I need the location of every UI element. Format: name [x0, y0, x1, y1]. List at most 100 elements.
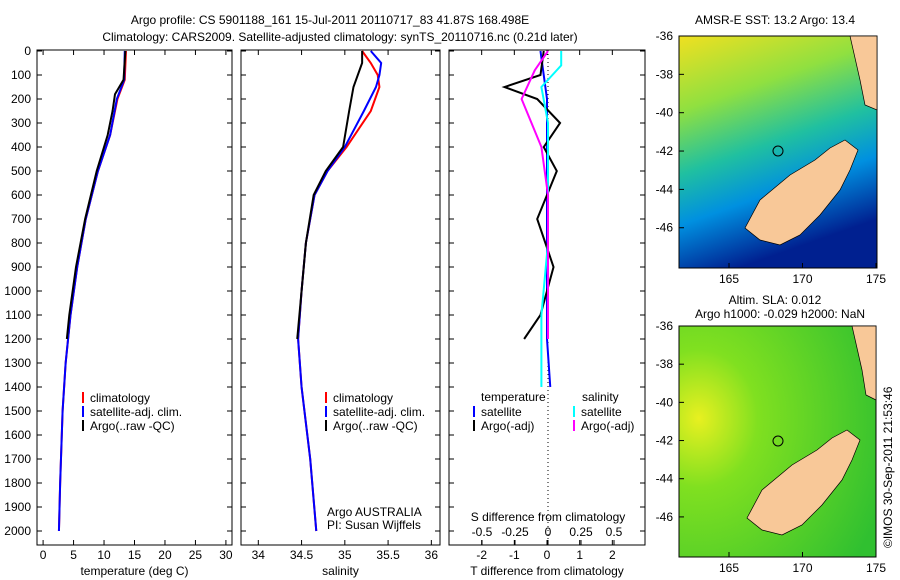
y-tick-label: 1200 — [4, 332, 31, 346]
x-tick-label: 30 — [219, 548, 233, 562]
x-tick-label: 10 — [97, 548, 111, 562]
map-x-tick-label: 175 — [866, 272, 886, 286]
map2-title1: Altim. SLA: 0.012 — [729, 293, 822, 307]
series-line-2 — [65, 50, 127, 340]
legend-swatch — [473, 406, 475, 417]
annotation: PI: Susan Wijffels — [327, 518, 421, 532]
map-y-tick-label: -38 — [656, 357, 674, 371]
legend-swatch — [325, 406, 327, 417]
y-tick-label: 1300 — [4, 356, 31, 370]
y-tick-label: 2000 — [4, 524, 31, 538]
series-line-3 — [520, 50, 549, 339]
y-tick-label: 1600 — [4, 428, 31, 442]
y-tick-label: 1100 — [5, 308, 31, 322]
y-tick-label: 600 — [11, 188, 31, 202]
map-x-tick-label: 170 — [792, 272, 812, 286]
y-tick-label: 700 — [11, 212, 31, 226]
y-tick-label: 0 — [24, 44, 31, 58]
argo-location-marker — [772, 145, 784, 157]
legend-swatch — [82, 392, 84, 403]
y-tick-label: 500 — [11, 164, 31, 178]
x-axis-label: T difference from climatology — [470, 564, 624, 578]
x2-tick-label: 0 — [545, 525, 552, 539]
legend-entry: Argo(..raw -QC) — [333, 419, 418, 433]
map1-title: AMSR-E SST: 13.2 Argo: 13.4 — [695, 13, 855, 27]
legend-entry: satellite — [481, 405, 522, 419]
legend-swatch — [573, 420, 575, 431]
x-axis-label: salinity — [322, 564, 359, 578]
difference-panel: -2 -1 0 1 2 T difference from climatology -0.5… — [448, 49, 646, 578]
x-tick-label: 15 — [128, 548, 142, 562]
map-y-tick-label: -46 — [656, 221, 674, 235]
map-x-tick-label: 175 — [866, 561, 886, 575]
argo-location-marker — [772, 435, 784, 447]
imos-credit: ©IMOS 30-Sep-2011 21:53:46 — [881, 386, 895, 548]
map-y-tick-label: -46 — [656, 510, 674, 524]
map1-axes: -36 -38 -40 -42 -44 -46 165 170 175 — [656, 29, 887, 286]
legend-entry: climatology — [90, 391, 150, 405]
map-y-tick-label: -36 — [656, 29, 674, 43]
map-x-tick-label: 165 — [719, 272, 739, 286]
y-tick-label: 1000 — [4, 284, 31, 298]
y-tick-label: 900 — [11, 260, 31, 274]
legend-temp-header: temperature — [481, 390, 546, 404]
map-y-tick-label: -40 — [656, 106, 674, 120]
map-x-tick-label: 165 — [719, 561, 739, 575]
y-tick-label: 1700 — [4, 452, 31, 466]
series-line-1 — [297, 50, 383, 532]
map-y-tick-label: -42 — [656, 144, 674, 158]
y-tick-label: 100 — [11, 68, 31, 82]
x2-axis-label: S difference from climatology — [471, 510, 626, 524]
x-tick-label: 35.5 — [376, 548, 400, 562]
map2-axes: -36 -38 -40 -42 -44 -46 165 170 175 — [656, 319, 887, 575]
x-tick-label: 34 — [252, 548, 266, 562]
x2-tick-label: -0.25 — [501, 525, 529, 539]
annotation: Argo AUSTRALIA — [327, 505, 422, 519]
legend-swatch — [325, 420, 327, 431]
map-y-tick-label: -44 — [656, 472, 674, 486]
legend-entry: satellite-adj. clim. — [90, 405, 182, 419]
sla-map: Altim. SLA: 0.012 Argo h1000: -0.029 h20… — [656, 293, 887, 575]
legend-swatch — [82, 406, 84, 417]
series-line-2 — [296, 51, 364, 340]
series-line-1 — [57, 50, 126, 532]
plot-frame — [240, 49, 441, 546]
sst-map: AMSR-E SST: 13.2 Argo: 13.4 -36 -38 -40 -42… — [656, 13, 887, 286]
x-tick-label: -2 — [476, 548, 487, 562]
x-tick-label: 34.5 — [290, 548, 314, 562]
x2-tick-label: 0.5 — [606, 525, 623, 539]
legend-entry: Argo(-adj) — [581, 419, 634, 433]
x-axis-label: temperature (deg C) — [80, 564, 188, 578]
land-north-island — [849, 35, 878, 111]
x-tick-label: 0 — [544, 548, 551, 562]
map2-title2: Argo h1000: -0.029 h2000: NaN — [695, 307, 865, 321]
x-tick-label: -1 — [509, 548, 520, 562]
y-tick-label: 300 — [11, 116, 31, 130]
map-y-tick-label: -36 — [656, 319, 674, 333]
x2-tick-label: 0.25 — [569, 525, 593, 539]
land-north-island — [851, 325, 877, 401]
x2-tick-label: -0.5 — [472, 525, 493, 539]
legend-entry: Argo(..raw -QC) — [90, 419, 175, 433]
legend-entry: satellite — [581, 405, 622, 419]
map-x-tick-label: 170 — [792, 561, 812, 575]
series-line-2 — [540, 51, 563, 387]
y-tick-label: 1900 — [4, 500, 31, 514]
temperature-panel: 0 5 10 15 20 25 300100200300400500600700800900… — [4, 44, 233, 578]
x-tick-label: 36 — [425, 548, 439, 562]
y-tick-label: 1400 — [4, 380, 31, 394]
x-tick-label: 25 — [189, 548, 203, 562]
plot-frame — [36, 49, 233, 546]
legend-entry: climatology — [333, 391, 393, 405]
x-tick-label: 5 — [70, 548, 77, 562]
y-tick-label: 800 — [11, 236, 31, 250]
salinity-panel: 34 34.5 35 35.5 36 salinity climatologysatelli… — [240, 49, 441, 578]
y-tick-label: 1800 — [4, 476, 31, 490]
y-tick-label: 400 — [11, 140, 31, 154]
legend-swatch — [325, 392, 327, 403]
map-y-tick-label: -44 — [656, 182, 674, 196]
series-line-0 — [57, 50, 127, 532]
land-south-island — [744, 139, 859, 246]
legend-entry: Argo(-adj) — [481, 419, 534, 433]
